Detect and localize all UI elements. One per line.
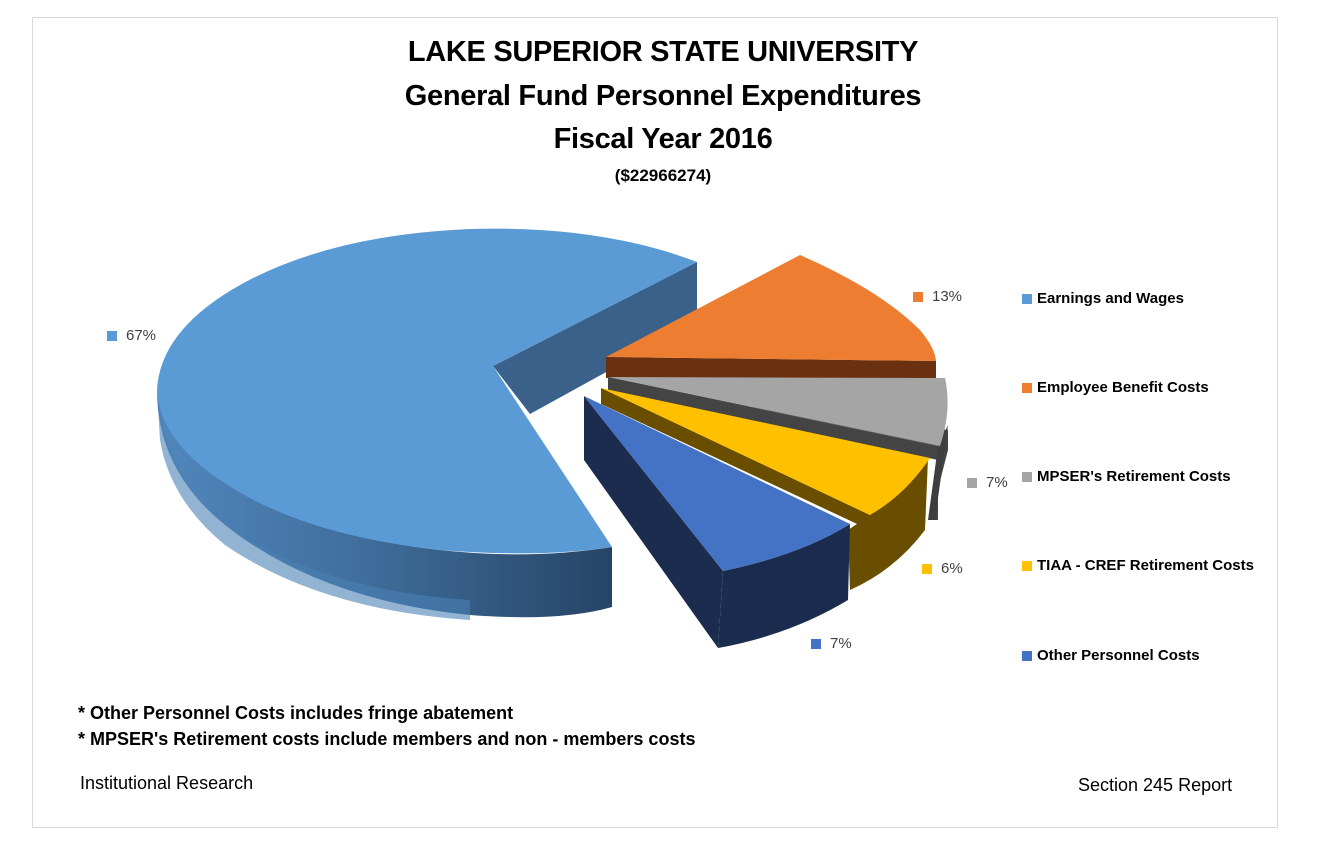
legend-label: MPSER's Retirement Costs: [1037, 468, 1231, 485]
data-label-earnings-value: 67%: [126, 327, 157, 344]
legend-item-tiaa[interactable]: TIAA - CREF Retirement Costs: [1022, 557, 1254, 574]
legend-swatch-icon: [1022, 560, 1032, 571]
data-label-other: 7%: [811, 635, 852, 652]
slice-other-personnel-costs[interactable]: [584, 396, 850, 648]
data-label-benefits: 13%: [913, 288, 962, 305]
chart-title: LAKE SUPERIOR STATE UNIVERSITY: [407, 36, 919, 68]
swatch-icon: [922, 563, 932, 574]
legend-swatch-icon: [1022, 293, 1032, 304]
footnote-other-personnel: * Other Personnel Costs includes fringe …: [78, 703, 514, 723]
legend-swatch-icon: [1022, 471, 1032, 482]
swatch-icon: [107, 330, 117, 341]
swatch-icon: [913, 291, 923, 302]
legend-item-earnings[interactable]: Earnings and Wages: [1022, 290, 1184, 307]
data-label-mpser: 7%: [967, 474, 1008, 491]
footer-source: Institutional Research: [80, 773, 254, 793]
legend-swatch-icon: [1022, 650, 1032, 661]
legend-item-other[interactable]: Other Personnel Costs: [1022, 647, 1200, 664]
chart-total: ($22966274): [614, 166, 712, 185]
legend-swatch-icon: [1022, 382, 1032, 393]
data-label-mpser-value: 7%: [986, 474, 1008, 491]
legend-label: TIAA - CREF Retirement Costs: [1037, 557, 1254, 574]
chart-fiscal-year: Fiscal Year 2016: [553, 123, 773, 155]
data-label-benefits-value: 13%: [932, 288, 963, 305]
legend-item-benefits[interactable]: Employee Benefit Costs: [1022, 379, 1209, 396]
swatch-icon: [967, 477, 977, 488]
slice-mpser-retirement-costs[interactable]: [608, 377, 948, 520]
slice-tiaa-cref-retirement-costs[interactable]: [601, 388, 930, 590]
chart-subtitle: General Fund Personnel Expenditures: [404, 80, 922, 112]
slice-employee-benefit-costs[interactable]: [606, 255, 936, 378]
slice-earnings-and-wages[interactable]: [157, 228, 697, 620]
legend-item-mpser[interactable]: MPSER's Retirement Costs: [1022, 468, 1231, 485]
swatch-icon: [811, 638, 821, 649]
legend-label: Employee Benefit Costs: [1037, 379, 1209, 396]
data-label-earnings: 67%: [107, 327, 156, 344]
data-label-tiaa: 6%: [922, 560, 963, 577]
legend-label: Earnings and Wages: [1037, 290, 1184, 307]
data-label-tiaa-value: 6%: [941, 560, 963, 577]
data-label-other-value: 7%: [830, 635, 852, 652]
legend-label: Other Personnel Costs: [1037, 647, 1200, 664]
footnote-mpser: * MPSER's Retirement costs include membe…: [78, 729, 696, 749]
footer-report: Section 245 Report: [1078, 775, 1233, 795]
